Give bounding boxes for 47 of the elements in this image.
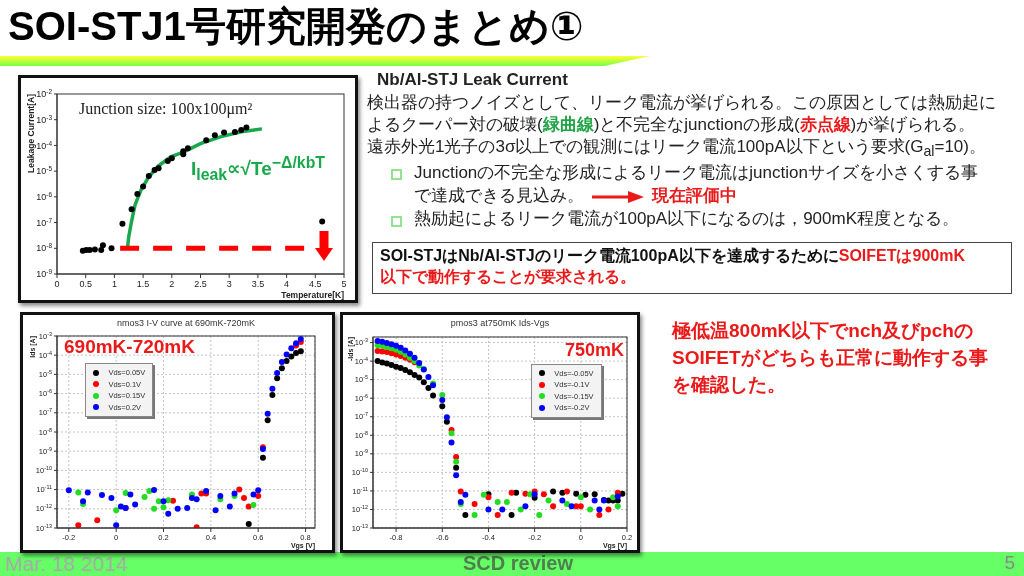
x-tick-label: 2.5 [194,278,207,289]
text: )が挙げられる。 [850,115,976,134]
text: で達成できる見込み。 [414,186,584,205]
text: SCD review [463,552,574,574]
x-tick-label: 1 [111,278,117,289]
text-frame: SOI-STJはNb/Al-STJのリーク電流100pA以下を達成するためにSOIFETは900mK 以下で動作することが要求される。 [372,242,1012,294]
text: Nb/Al-STJ Leak Current [377,70,568,89]
x-tick-label: 2 [169,278,175,289]
x-tick-label: 3.5 [251,278,265,289]
chart-title: nmos3 I-V curve at 690mK-720mK [116,318,256,328]
text: Junctionの不完全な形成によるリーク電流はjunctionサイズを小さくする事 [414,163,978,182]
annotation: I$_{leak}$∝√Te$^{−Δ/kbT}$ [191,154,325,184]
text: 検出器の持つノイズとして、リーク電流が挙げられる。この原因としては熱励起に [367,93,996,112]
text: 遠赤外光1光子の3σ以上での観測にはリーク電流100pA以下という要求(G$_{al}$=10)。 [367,137,986,160]
text: よるクーパー対の破壊( [367,115,543,134]
text: 現在評価中 [652,186,737,205]
chart-title: pmos3 at750mK Ids-Vgs [450,318,550,328]
annotation: 750mK [564,340,624,360]
text: を確認した。 [672,374,786,395]
text: SOI-STJ1号研究開発のまとめ① [8,4,584,48]
y-tick-label: 10$^{-7}$ [36,216,53,228]
x-tick-label: 0.5 [79,278,92,289]
y-tick-label: 10$^{-4}$ [36,139,53,151]
y-tick-label: 10$^{-5}$ [36,164,53,177]
annotation: 690mK-720mK [64,336,195,357]
text: 赤点線 [799,115,851,134]
text: SOIFETがどちらも正常に動作する事 [672,347,988,368]
x-tick-label: 4.5 [309,278,322,289]
x-axis-title: Temperature[K] [281,290,345,300]
y-tick-label: 10$^{-9}$ [36,267,53,280]
y-tick-label: 10$^{-6}$ [36,190,53,203]
text: 極低温800mK以下でnch及びpchの [672,320,973,341]
text: 熱励起によるリーク電流が100pA以下になるのは，900mK程度となる。 [414,209,960,228]
text: 5 [1004,552,1015,573]
text: )と不完全なjunctionの形成( [593,115,800,134]
x-tick-label: 4 [284,278,290,289]
x-tick-label: 1.5 [136,278,150,289]
y-tick-label: 10$^{-2}$ [36,87,53,100]
annotation: Junction size: 100x100μm² [79,100,253,117]
y-tick-label: 10$^{-8}$ [36,241,53,254]
x-tick-label: 5 [341,278,347,289]
y-tick-label: 10$^{-3}$ [36,113,53,125]
x-tick-label: 0 [54,278,60,289]
text: 緑曲線 [542,115,594,134]
x-tick-label: 3 [226,278,232,289]
y-axis-title: Leakage Current[A] [26,93,37,173]
text: Mar. 18 2014 [5,552,128,575]
